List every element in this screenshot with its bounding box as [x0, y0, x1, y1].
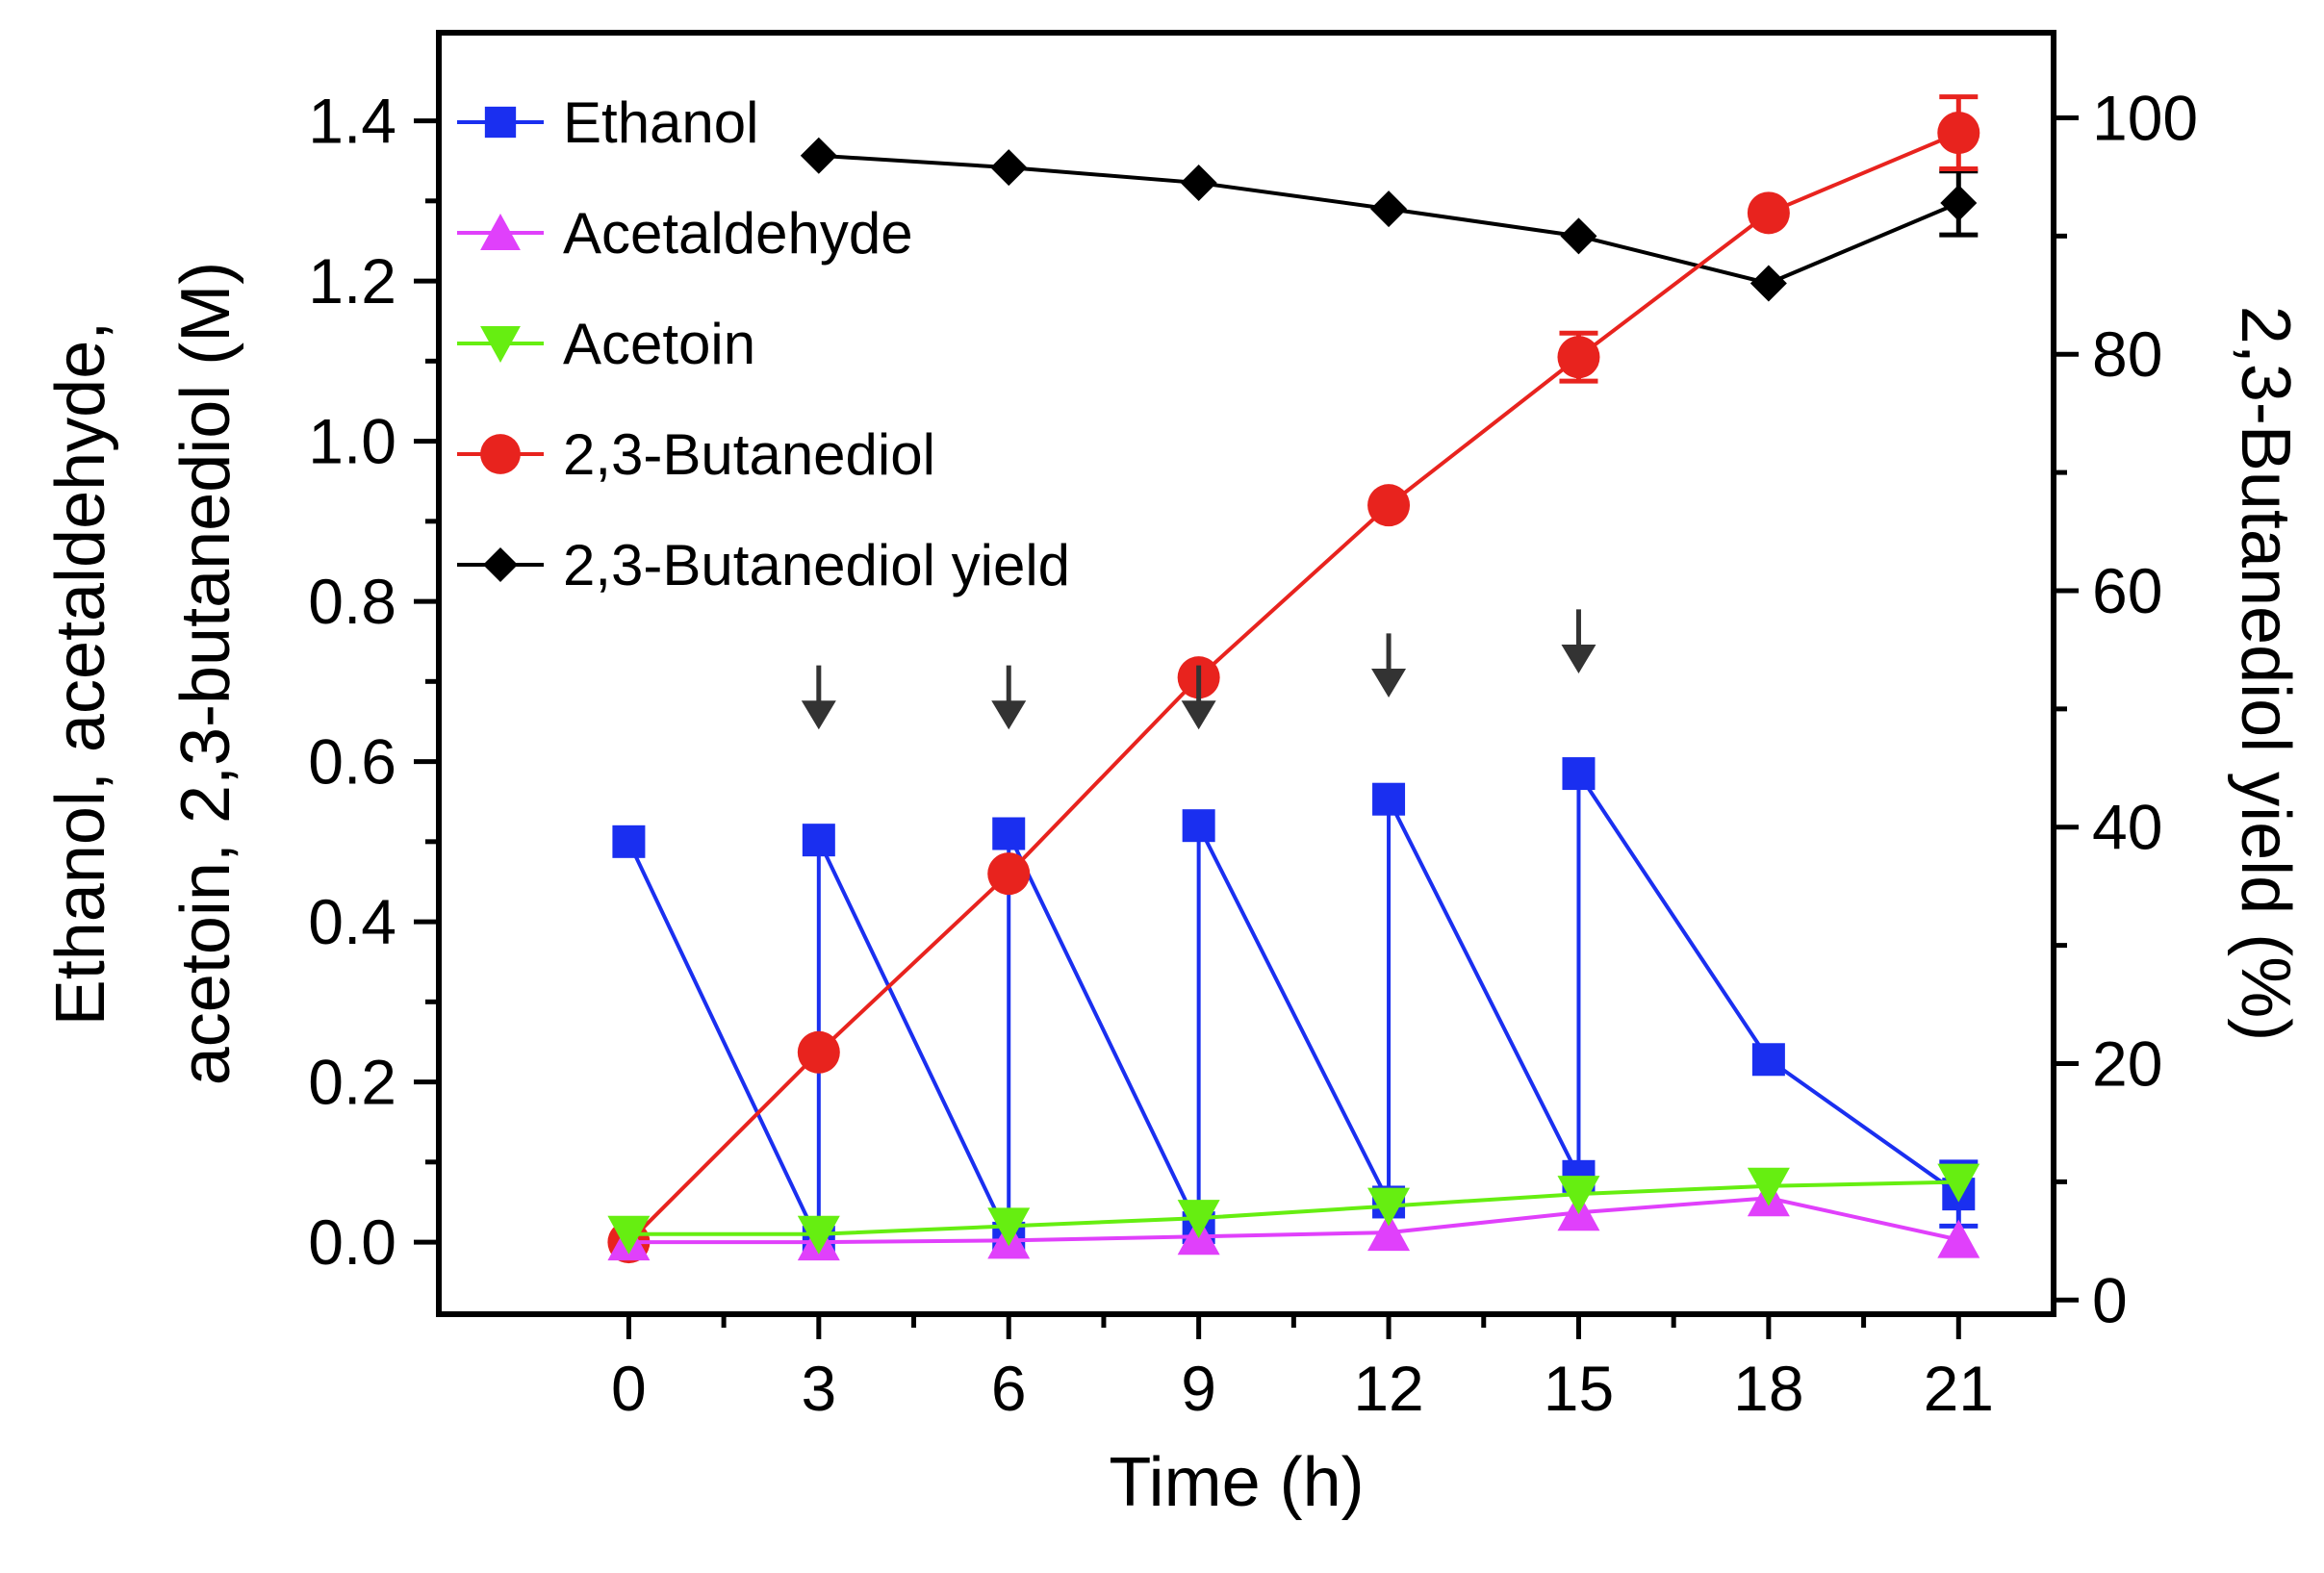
legend: Ethanol Acetaldehyde Acetoin 2,3-Butanediol…	[457, 90, 1070, 597]
data-point-2-3-butanediol-yield	[1370, 190, 1408, 228]
data-point-ethanol	[1751, 1043, 1785, 1077]
y2-tick-label: 80	[2092, 318, 2162, 390]
x-tick-label: 12	[1353, 1353, 1423, 1424]
y-tick-label: 0.6	[308, 726, 396, 798]
data-point-ethanol	[802, 824, 835, 857]
data-point-acetoin	[1747, 1167, 1790, 1206]
data-point-ethanol	[612, 825, 646, 858]
x-tick-label: 0	[611, 1353, 647, 1424]
y-axis-title-line-1: Ethanol, acetaldehyde,	[42, 321, 119, 1027]
left-axis: 0.0 0.2 0.4 0.6 0.8 1.0 1.2 1.4	[308, 86, 439, 1278]
x-tick-label: 9	[1181, 1353, 1216, 1424]
data-point-acetoin	[987, 1207, 1031, 1247]
y-axis-title: Ethanol, acetaldehyde, acetoin, 2,3-buta…	[42, 262, 244, 1085]
legend-item-acetoin: Acetoin	[457, 312, 755, 376]
legend-item-2-3-butanediol-yield: 2,3-Butanediol yield	[457, 533, 1070, 597]
series-layer	[607, 94, 1980, 1264]
data-point-2-3-butanediol-yield	[990, 149, 1028, 187]
data-point-2-3-butanediol-yield	[800, 137, 837, 174]
series-acetoin	[607, 1163, 1980, 1255]
data-point-ethanol	[992, 817, 1026, 850]
data-point-acetoin	[1937, 1163, 1980, 1203]
arrow-annotation	[801, 665, 836, 730]
series-2-3-butanediol-yield	[800, 137, 1979, 302]
x-tick-label: 18	[1733, 1353, 1803, 1424]
y-tick-label: 0.0	[308, 1206, 396, 1278]
data-point-ethanol	[1182, 809, 1215, 843]
data-point-2-3-butanediol-yield	[1749, 265, 1787, 302]
legend-item-ethanol: Ethanol	[457, 90, 759, 155]
y2-axis-title: 2,3-Butanediol yield (%)	[2227, 306, 2304, 1041]
annotation-layer	[801, 609, 1596, 730]
x-axis-title: Time (h)	[1109, 1444, 1364, 1521]
y-tick-label: 0.8	[308, 566, 396, 637]
data-point-ethanol	[1372, 782, 1406, 816]
y2-tick-label: 60	[2092, 555, 2162, 626]
y2-tick-label: 40	[2092, 792, 2162, 863]
arrow-annotation	[1371, 633, 1407, 698]
arrow-annotation	[1561, 609, 1596, 673]
arrow-head	[801, 700, 836, 730]
data-point-ethanol	[1562, 757, 1596, 791]
data-point-2-3-butanediol	[1937, 112, 1980, 155]
data-point-acetoin	[1177, 1200, 1220, 1239]
data-point-acetoin	[797, 1215, 840, 1255]
data-point-acetoin	[1557, 1176, 1600, 1215]
data-point-acetoin	[607, 1215, 651, 1255]
data-point-2-3-butanediol	[987, 852, 1031, 896]
series-line-acetaldehyde	[628, 1196, 1959, 1245]
data-point-acetoin	[1367, 1187, 1411, 1227]
data-point-2-3-butanediol-yield	[1560, 217, 1597, 255]
y2-tick-label: 100	[2092, 82, 2198, 153]
series-line-2-3-butanediol	[626, 131, 1960, 1244]
data-point-acetaldehyde	[1367, 1212, 1411, 1252]
y-axis-title-line-2: acetoin, 2,3-butanediol (M)	[167, 262, 244, 1085]
arrow-head	[991, 700, 1027, 730]
arrow-head	[1181, 700, 1216, 730]
series-line-acetoin	[628, 1180, 1959, 1236]
arrow-head	[1371, 668, 1407, 698]
y2-tick-label: 0	[2092, 1264, 2128, 1335]
legend-item-acetaldehyde: Acetaldehyde	[457, 201, 913, 266]
y-tick-label: 0.4	[308, 886, 396, 957]
y-tick-label: 1.2	[308, 245, 396, 317]
legend-label: 2,3-Butanediol	[563, 422, 935, 487]
x-tick-label: 6	[991, 1353, 1027, 1424]
legend-marker	[482, 546, 519, 583]
y2-tick-label: 20	[2092, 1028, 2162, 1099]
data-point-2-3-butanediol	[1367, 484, 1411, 527]
y-tick-label: 1.4	[308, 86, 396, 157]
bottom-axis: 0 3 6 9 12 15 18 21	[611, 1314, 1994, 1424]
data-point-2-3-butanediol-yield	[1940, 184, 1978, 221]
right-axis: 0 20 40 60 80 100	[2054, 82, 2198, 1335]
plot-frame	[436, 30, 2056, 1317]
arrow-annotation	[1181, 665, 1216, 730]
data-point-2-3-butanediol	[1747, 191, 1790, 235]
data-point-2-3-butanediol	[1557, 336, 1600, 379]
x-tick-label: 15	[1544, 1353, 1614, 1424]
arrow-annotation	[991, 665, 1027, 730]
series-2-3-butanediol	[607, 94, 1980, 1264]
legend-label: Ethanol	[563, 90, 759, 155]
data-point-2-3-butanediol-yield	[1180, 165, 1217, 202]
legend-item-2-3-butanediol: 2,3-Butanediol	[457, 422, 935, 487]
y-tick-label: 1.0	[308, 406, 396, 477]
legend-label: Acetoin	[563, 312, 755, 376]
legend-label: 2,3-Butanediol yield	[563, 533, 1070, 597]
x-tick-label: 3	[801, 1353, 836, 1424]
data-point-acetaldehyde	[1937, 1219, 1980, 1258]
legend-marker	[480, 434, 521, 474]
y-tick-label: 0.2	[308, 1047, 396, 1118]
arrow-head	[1561, 645, 1596, 673]
legend-label: Acetaldehyde	[563, 201, 913, 266]
x-tick-label: 21	[1924, 1353, 1994, 1424]
legend-marker	[480, 214, 521, 250]
legend-marker	[480, 326, 521, 363]
legend-marker	[484, 106, 517, 139]
data-point-2-3-butanediol	[797, 1030, 840, 1074]
